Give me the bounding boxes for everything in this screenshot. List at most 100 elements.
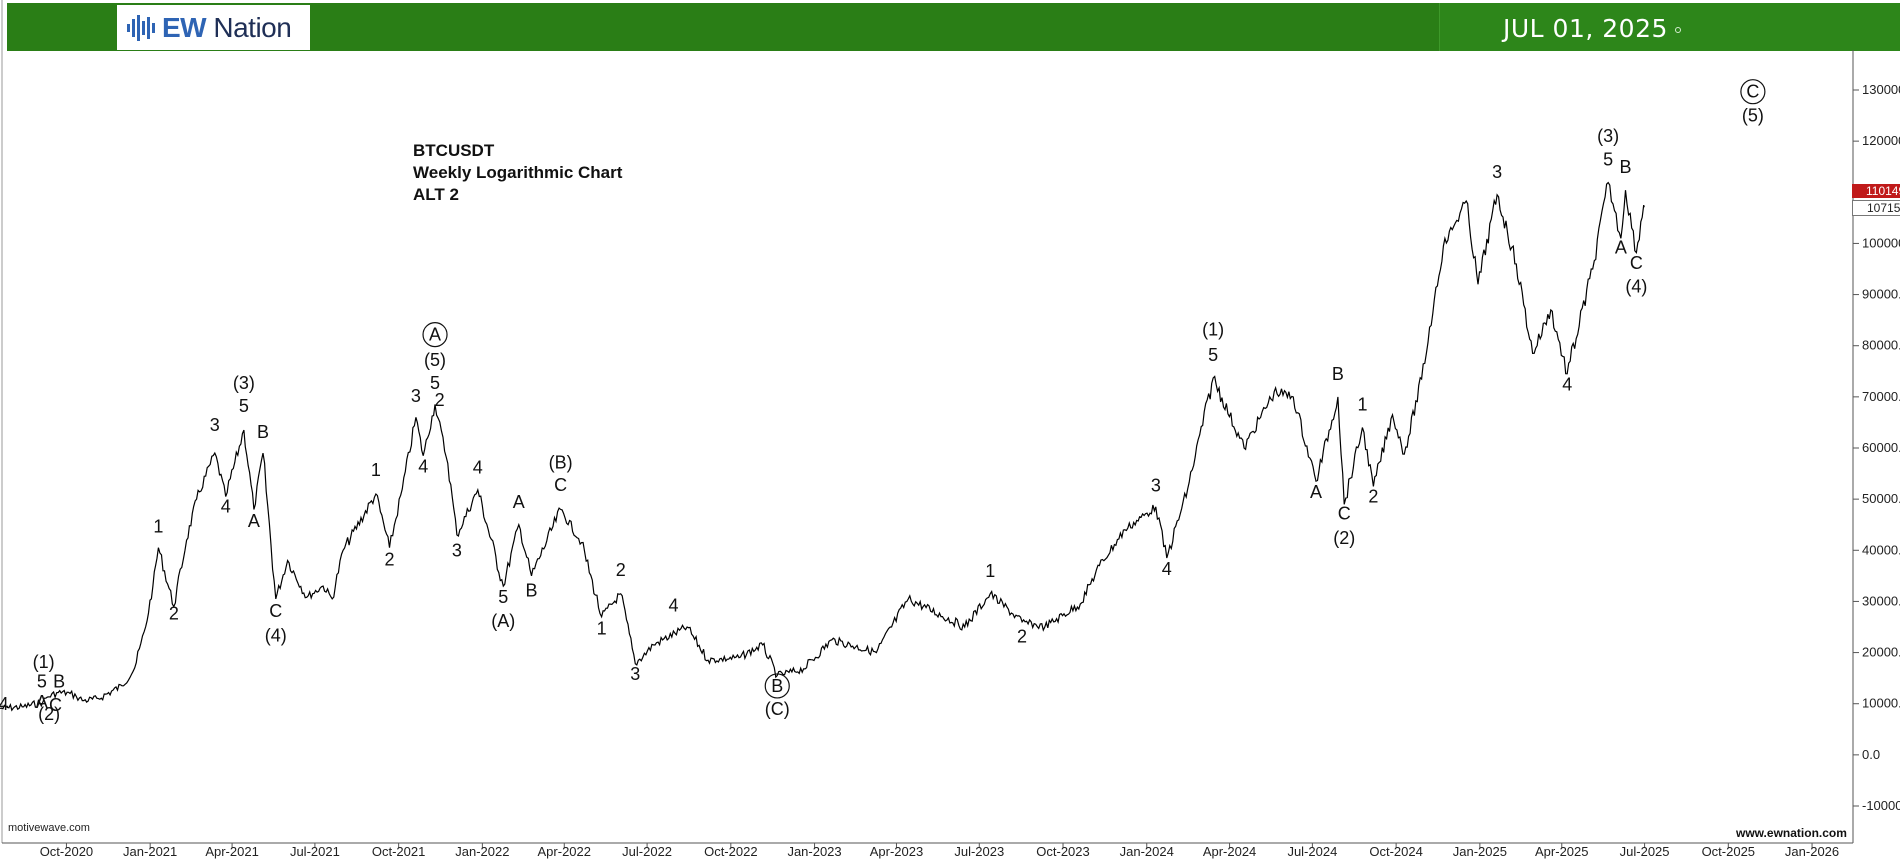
wave-label-text: 2	[616, 560, 626, 580]
wave-label: B	[53, 671, 65, 691]
x-tick-label: Jul-2021	[290, 844, 340, 859]
wave-label-text: 3	[210, 415, 220, 435]
wave-label-text: 4	[1562, 375, 1572, 395]
chart-date: JUL 01, 2025	[1503, 14, 1668, 43]
wave-label: 5	[1603, 150, 1613, 170]
x-tick-label: Jan-2023	[787, 844, 841, 859]
y-tick-label: 0.0	[1862, 747, 1880, 762]
wave-label-text: 4	[668, 596, 678, 616]
wave-label-text: 1	[153, 516, 163, 536]
wave-label-text: A	[513, 492, 525, 512]
wave-label-text: (2)	[38, 704, 60, 724]
wave-label: 4	[473, 458, 483, 478]
wave-label-text: C	[1746, 82, 1759, 102]
y-tick-label: 130000.	[1862, 82, 1900, 97]
wave-label-text: (4)	[265, 625, 287, 645]
wave-label: C	[269, 601, 282, 621]
wave-label-text: C	[554, 475, 567, 495]
wave-label-text: B	[526, 580, 538, 600]
y-tick-label: 70000.	[1862, 389, 1900, 404]
header-date-panel	[1439, 3, 1900, 51]
wave-label-text: 3	[452, 540, 462, 560]
x-tick-label: Jan-2022	[455, 844, 509, 859]
y-axis: 130000.120000.110000.100000.90000.80000.…	[1853, 82, 1900, 813]
x-tick-label: Oct-2025	[1702, 844, 1755, 859]
wave-label-text: B	[771, 676, 783, 696]
wave-label-text: (4)	[1625, 277, 1647, 297]
x-tick-label: Apr-2022	[538, 844, 591, 859]
wave-label: C	[1630, 253, 1643, 273]
wave-label: 1	[1357, 395, 1367, 415]
wave-label: 4	[418, 457, 428, 477]
wave-label: A	[1310, 482, 1322, 502]
wave-label: 2	[169, 603, 179, 623]
x-tick-label: Apr-2025	[1535, 844, 1588, 859]
wave-label: B	[1619, 157, 1631, 177]
ewnation-logo[interactable]: EW Nation	[117, 5, 310, 50]
wave-label-text: 2	[385, 550, 395, 570]
x-tick-label: Jul-2024	[1287, 844, 1337, 859]
close-price-tag: 107153	[1852, 200, 1900, 216]
wave-label-text: (C)	[765, 699, 790, 719]
wave-label-text: C	[1338, 504, 1351, 524]
wave-label: C	[1740, 79, 1766, 105]
wave-label-text: C	[49, 695, 62, 715]
x-tick-label: Jan-2026	[1785, 844, 1839, 859]
x-tick-label: Oct-2020	[40, 844, 93, 859]
wave-label: (5)	[1742, 106, 1764, 126]
wave-label: C	[49, 695, 62, 715]
wave-label: (4)	[265, 625, 287, 645]
x-tick-label: Oct-2021	[372, 844, 425, 859]
x-tick-label: Jul-2022	[622, 844, 672, 859]
x-tick-label: Apr-2023	[870, 844, 923, 859]
x-tick-label: Apr-2024	[1203, 844, 1256, 859]
wave-label-text: 1	[985, 561, 995, 581]
x-tick-label: Jan-2024	[1120, 844, 1174, 859]
wave-label-text: 1	[597, 619, 607, 639]
wave-label: 3	[411, 386, 421, 406]
x-tick-label: Jan-2021	[123, 844, 177, 859]
wave-label-text: A	[1310, 482, 1322, 502]
wave-label: 3	[1492, 162, 1502, 182]
wave-label-text: A	[248, 511, 260, 531]
y-tick-label: 90000.	[1862, 287, 1900, 302]
chart-subtitle: Weekly Logarithmic Chart	[413, 163, 623, 182]
wave-label-text: 1	[1357, 395, 1367, 415]
wave-label: 1	[153, 516, 163, 536]
wave-label: C	[1338, 504, 1351, 524]
wave-label-text: (1)	[1202, 319, 1224, 339]
wave-label: A	[1615, 238, 1627, 258]
wave-label: 2	[435, 390, 445, 410]
wave-label: 4	[1562, 375, 1572, 395]
header-dot-icon	[1675, 27, 1681, 33]
wave-label: 4	[1162, 559, 1172, 579]
wave-label: 1	[597, 619, 607, 639]
wave-label-text: A	[1615, 238, 1627, 258]
wave-label-text: 5	[430, 373, 440, 393]
wave-label-text: 5	[37, 671, 47, 691]
wave-label: 4	[668, 596, 678, 616]
x-tick-label: Oct-2024	[1369, 844, 1422, 859]
wave-label: (5)	[424, 350, 446, 370]
wave-label-text: (B)	[549, 452, 573, 472]
wave-label-text: 2	[169, 603, 179, 623]
x-axis: Oct-2020 Jan-2021 Apr-2021 Jul-2021 Oct-2021…	[40, 843, 1839, 859]
wave-label-text: (5)	[424, 350, 446, 370]
wave-label: A	[422, 322, 448, 348]
wave-label-text: 5	[498, 587, 508, 607]
wave-label: 3	[210, 415, 220, 435]
wave-label: (3)	[1597, 126, 1619, 146]
last-price-tag: 110149	[1852, 184, 1900, 198]
wave-label: (C)	[765, 699, 790, 719]
wave-label: (2)	[1333, 528, 1355, 548]
sound-wave-icon	[127, 14, 155, 41]
wave-label-text: 2	[1017, 626, 1027, 646]
y-tick-label: 50000.	[1862, 491, 1900, 506]
wave-label-text: 4	[418, 457, 428, 477]
wave-label: 5	[430, 373, 440, 393]
y-tick-label: -10000.	[1862, 798, 1900, 813]
x-tick-label: Jan-2025	[1453, 844, 1507, 859]
wave-label-circle	[764, 673, 790, 699]
wave-label-text: B	[1332, 364, 1344, 384]
